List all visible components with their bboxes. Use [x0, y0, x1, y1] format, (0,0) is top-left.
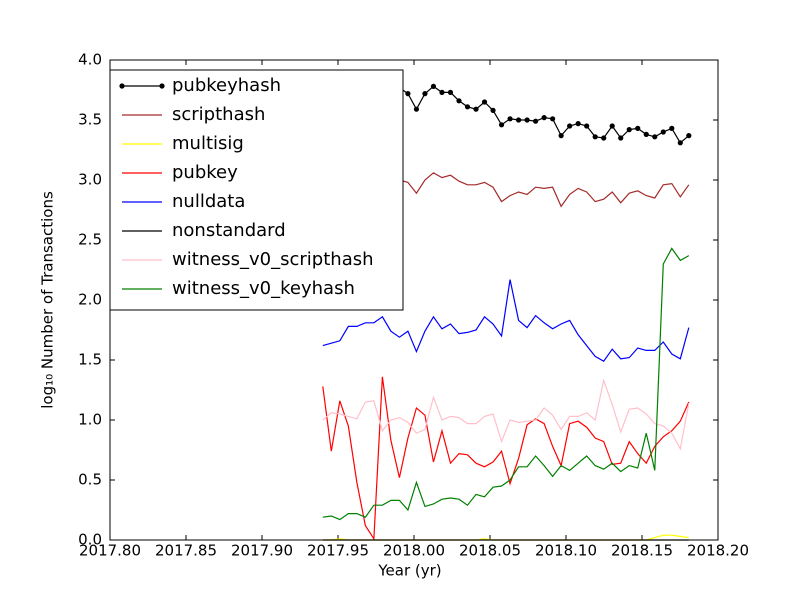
y-axis-label: log₁₀ Number of Transactions — [39, 191, 57, 409]
legend-label: pubkey — [172, 162, 238, 183]
series-marker — [456, 98, 462, 104]
legend-label: pubkeyhash — [172, 75, 281, 96]
series-marker — [584, 123, 590, 129]
series-marker — [669, 125, 675, 131]
series-marker — [592, 134, 598, 140]
legend-marker — [119, 83, 125, 89]
series-marker — [507, 116, 513, 122]
series-marker — [567, 123, 573, 129]
series-marker — [447, 89, 454, 95]
y-tick-label: 4.0 — [78, 51, 102, 69]
series-marker — [660, 129, 666, 135]
x-tick-label: 2017.80 — [79, 542, 141, 560]
x-tick-label: 2018.20 — [687, 542, 749, 560]
x-tick-label: 2017.85 — [155, 542, 217, 560]
x-tick-label: 2018.10 — [535, 542, 597, 560]
legend-label: witness_v0_scripthash — [172, 249, 374, 270]
series-marker — [643, 131, 649, 137]
y-tick-label: 2.0 — [78, 291, 102, 309]
y-tick-label: 1.0 — [78, 411, 102, 429]
series-line — [322, 378, 690, 451]
series-marker — [618, 135, 624, 141]
series-marker — [609, 123, 615, 129]
y-tick-label: 2.5 — [78, 231, 102, 249]
series-marker — [439, 89, 445, 95]
series-marker — [601, 135, 607, 141]
series-marker — [515, 117, 522, 123]
series-marker — [635, 125, 641, 131]
series-marker — [498, 122, 505, 128]
legend-marker — [159, 83, 165, 89]
y-tick-label: 3.0 — [78, 171, 102, 189]
series-marker — [464, 104, 471, 110]
legend-label: scripthash — [172, 104, 265, 125]
x-tick-label: 2017.95 — [307, 542, 369, 560]
series-marker — [533, 118, 539, 124]
series-marker — [473, 106, 479, 112]
series-marker — [550, 116, 556, 122]
series-marker — [481, 99, 488, 105]
y-tick-label: 0.0 — [78, 531, 102, 549]
legend-label: nulldata — [172, 191, 245, 212]
x-tick-label: 2018.15 — [611, 542, 673, 560]
legend-label: nonstandard — [172, 220, 286, 241]
legend-box — [109, 69, 404, 311]
series-marker — [686, 133, 692, 139]
series-marker — [413, 106, 420, 112]
y-tick-label: 0.5 — [78, 471, 102, 489]
series-marker — [626, 127, 632, 133]
legend-label: witness_v0_keyhash — [172, 278, 355, 299]
x-tick-label: 2018.05 — [459, 542, 521, 560]
legend-label: multisig — [172, 133, 244, 154]
series-line — [322, 376, 690, 541]
series-marker — [430, 83, 437, 89]
x-tick-label: 2018.00 — [383, 542, 445, 560]
series-marker — [575, 121, 581, 127]
y-tick-label: 1.5 — [78, 351, 102, 369]
series-marker — [652, 134, 658, 140]
series-marker — [405, 91, 411, 97]
series-marker — [541, 115, 547, 121]
x-axis-label: Year (yr) — [377, 562, 441, 580]
series-marker — [677, 140, 683, 146]
series-marker — [524, 117, 530, 123]
y-tick-label: 3.5 — [78, 111, 102, 129]
series-marker — [558, 133, 564, 139]
series-line — [322, 247, 690, 521]
series-line — [322, 279, 690, 362]
series-marker — [422, 91, 428, 97]
series-marker — [490, 107, 496, 113]
x-tick-label: 2017.90 — [231, 542, 293, 560]
